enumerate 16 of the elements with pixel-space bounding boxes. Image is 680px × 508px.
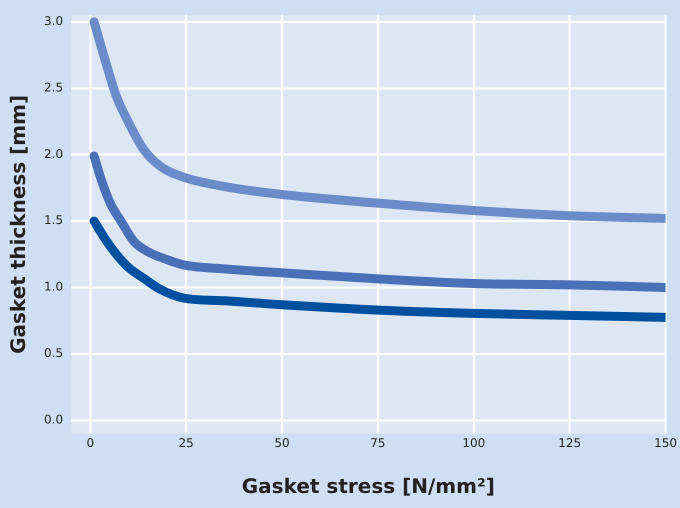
y-tick-label: 1.5 (44, 213, 64, 228)
y-tick-label: 3.0 (44, 14, 64, 28)
y-tick-label: 1.0 (44, 280, 64, 294)
x-tick-label: 75 (370, 436, 386, 450)
x-tick-label: 25 (178, 436, 194, 450)
x-tick-label: 0 (86, 436, 94, 450)
y-tick-label: 0.5 (44, 346, 64, 360)
x-tick-label: 50 (274, 436, 290, 450)
x-tick-label: 150 (654, 436, 677, 450)
y-tick-label: 0.0 (44, 412, 64, 426)
y-axis-title: Gasket thickness [mm] (6, 94, 30, 354)
y-tick-label: 2.0 (44, 146, 64, 161)
x-axis-title: Gasket stress [N/mm²] (242, 474, 495, 498)
x-tick-label: 125 (558, 436, 582, 450)
y-tick-label: 2.5 (44, 80, 64, 94)
x-tick-label: 100 (462, 436, 486, 450)
